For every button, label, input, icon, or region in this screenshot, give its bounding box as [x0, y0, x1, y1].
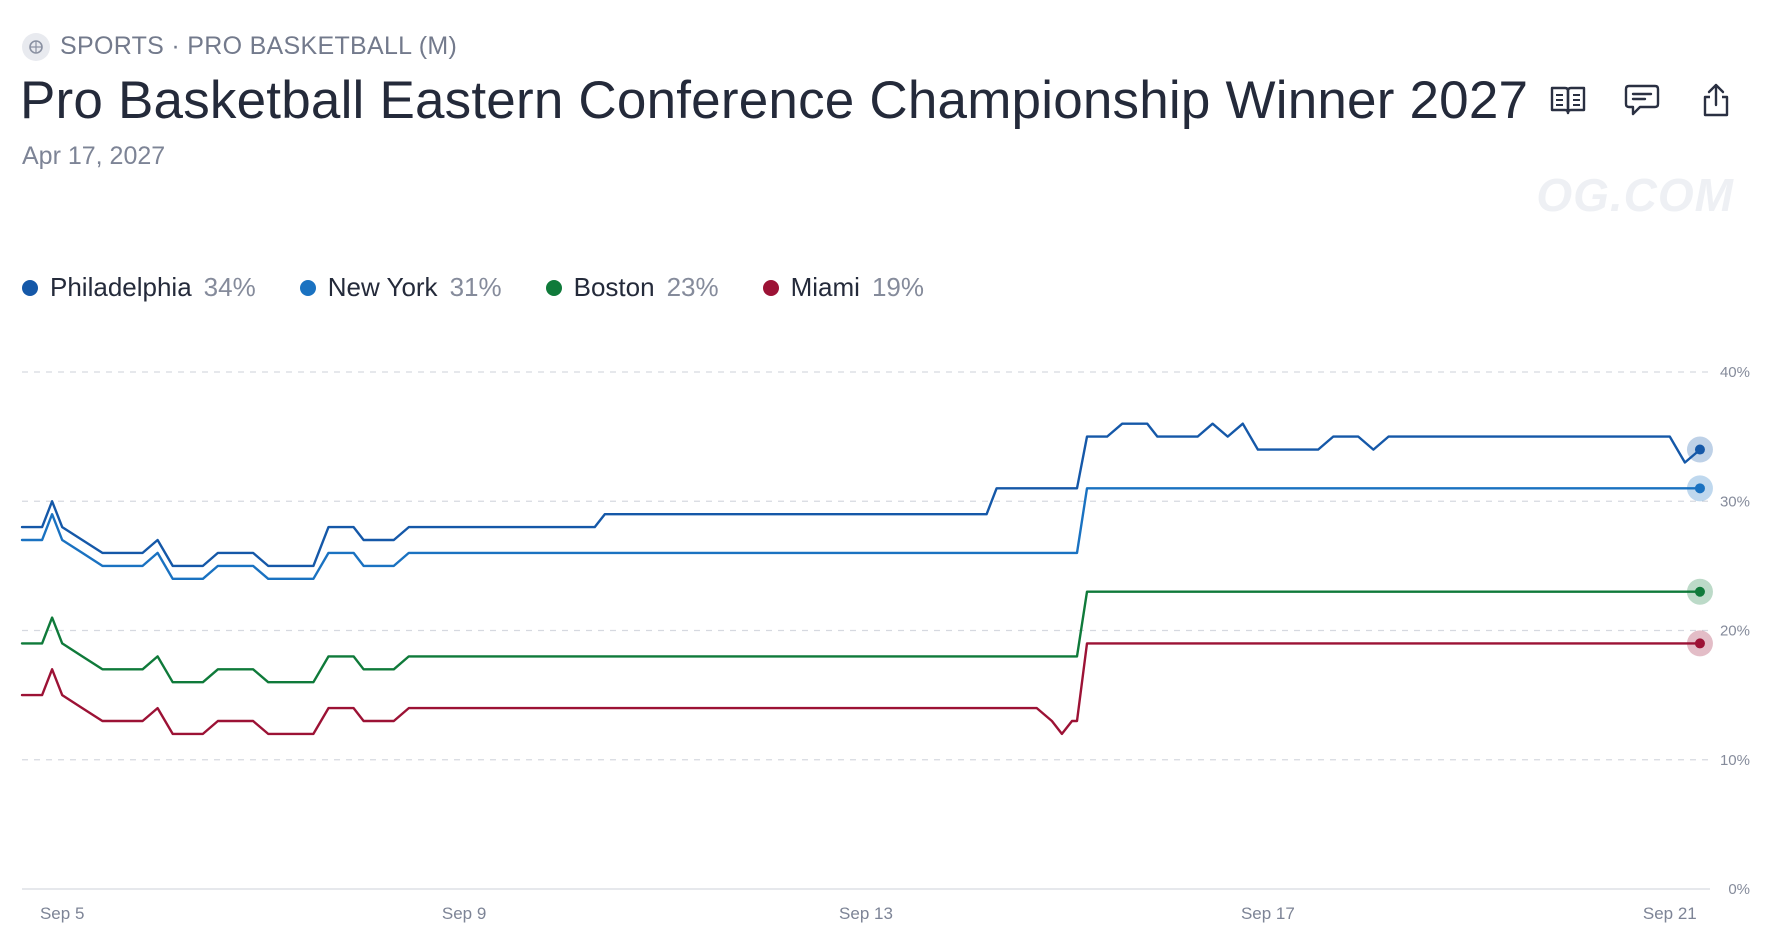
x-tick-label: Sep 9 [442, 904, 486, 923]
comments-button[interactable] [1622, 80, 1662, 120]
y-tick-label: 10% [1720, 752, 1750, 769]
legend-item-miami[interactable]: Miami 19% [762, 272, 924, 303]
legend-value: 19% [871, 272, 924, 302]
breadcrumb-text[interactable]: SPORTS · PRO BASKETBALL (M) [60, 32, 458, 60]
legend-dot [22, 279, 38, 296]
page-title: Pro Basketball Eastern Conference Champi… [20, 71, 1529, 130]
legend-label: Philadelphia [50, 272, 192, 302]
share-icon [1703, 83, 1729, 117]
legend-item-philadelphia[interactable]: Philadelphia 34% [22, 272, 256, 303]
legend-dot [299, 279, 316, 296]
header-actions [1548, 80, 1736, 120]
rules-button[interactable] [1548, 80, 1588, 120]
chart-legend: Philadelphia 34% New York 31% Boston 23%… [22, 272, 924, 303]
basketball-icon [22, 32, 50, 61]
y-tick-label: 30% [1720, 493, 1750, 510]
series-line [20, 487, 1702, 580]
legend-value: 31% [449, 272, 502, 302]
legend-value: 23% [666, 272, 719, 302]
y-tick-label: 40% [1720, 364, 1750, 381]
x-tick-label: Sep 13 [839, 904, 893, 923]
y-tick-label: 20% [1720, 623, 1750, 640]
endpoint-marker [1694, 483, 1705, 494]
series-line [20, 422, 1702, 568]
share-button[interactable] [1696, 80, 1736, 120]
legend-dot [762, 279, 779, 296]
endpoint-marker [1694, 638, 1705, 649]
endpoint-marker [1694, 586, 1705, 597]
series-line [20, 590, 1702, 684]
comment-icon [1624, 84, 1660, 116]
legend-item-boston[interactable]: Boston 23% [545, 272, 719, 303]
series-line [20, 642, 1702, 736]
legend-label: Miami [790, 272, 860, 302]
legend-label: New York [327, 272, 438, 302]
legend-item-new-york[interactable]: New York 31% [299, 272, 502, 303]
legend-value: 34% [203, 272, 256, 302]
legend-label: Boston [573, 272, 655, 302]
line-chart[interactable]: 0% 10% 20% 30% 40% Sep 5 Sep 9 Sep 13 Sep 17 Sep … [0, 340, 1776, 934]
x-tick-label: Sep 17 [1241, 904, 1295, 923]
breadcrumb[interactable]: SPORTS · PRO BASKETBALL (M) [22, 32, 457, 61]
watermark-logo: OG.COM [1536, 169, 1734, 221]
legend-dot [545, 279, 562, 296]
x-tick-label: Sep 5 [40, 904, 84, 923]
market-date: Apr 17, 2027 [22, 142, 166, 170]
book-icon [1550, 86, 1586, 115]
y-tick-label: 0% [1728, 881, 1750, 898]
endpoint-marker [1694, 444, 1705, 455]
x-tick-label: Sep 21 [1643, 904, 1697, 923]
